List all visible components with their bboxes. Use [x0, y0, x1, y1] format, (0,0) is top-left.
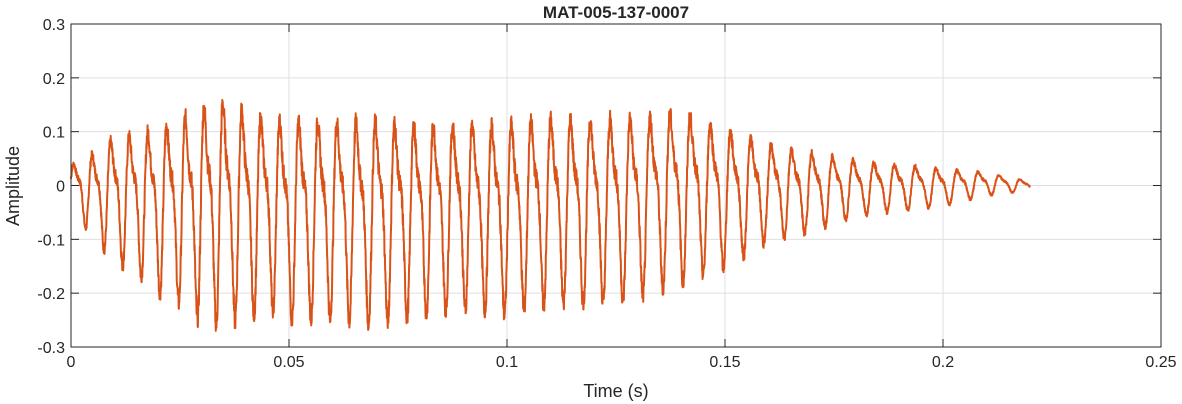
- y-tick-label: 0.3: [43, 17, 65, 34]
- x-axis-label: Time (s): [583, 381, 648, 401]
- series-line: [70, 98, 1031, 332]
- x-tick-label: 0.05: [273, 354, 304, 371]
- x-tick-label: 0.2: [932, 354, 954, 371]
- y-tick-label: 0.2: [43, 71, 65, 88]
- y-tick-label: -0.2: [37, 286, 65, 303]
- ticks: 0 0.05 0.1 0.15 0.2 0.25 -0.3 -0.2 -0.1 0 0.1 0.2 0.…: [37, 17, 1176, 371]
- grid: [71, 24, 1161, 347]
- x-tick-label: 0.1: [496, 354, 518, 371]
- x-tick-label: 0: [67, 354, 76, 371]
- y-tick-label: -0.3: [37, 340, 65, 357]
- y-axis-label: Amplitude: [3, 146, 23, 226]
- y-tick-label: 0: [56, 179, 65, 196]
- x-tick-label: 0.25: [1145, 354, 1176, 371]
- x-tick-label: 0.15: [709, 354, 740, 371]
- y-tick-label: -0.1: [37, 232, 65, 249]
- y-tick-label: 0.1: [43, 125, 65, 142]
- chart-title: MAT-005-137-0007: [543, 3, 689, 22]
- data-layer: [70, 98, 1031, 332]
